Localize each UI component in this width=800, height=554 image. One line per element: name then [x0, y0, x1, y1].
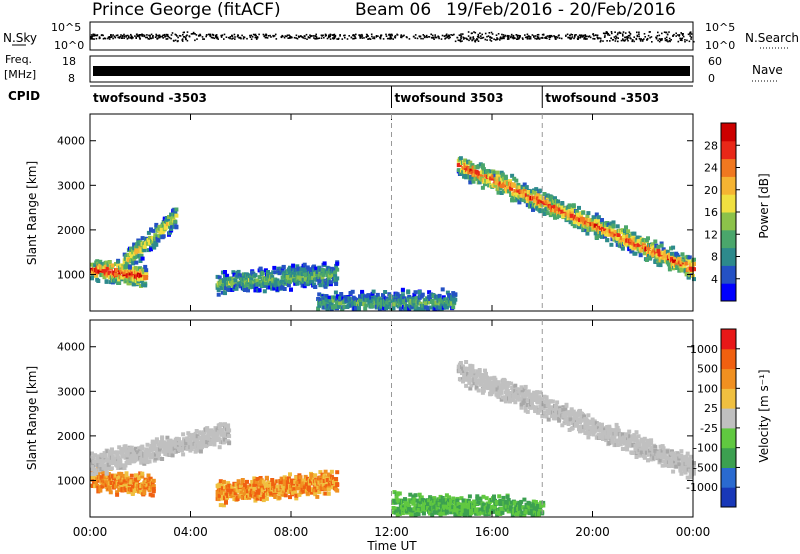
colorbar-segment: [721, 487, 736, 508]
colorbar-segment: [721, 408, 736, 429]
power-colorbar: 28 24 20 16 12 8 4: [704, 122, 740, 302]
y-tick-label: 4000: [57, 135, 85, 148]
freq-label-line1: Freq.: [5, 53, 32, 66]
colorbar-tick-label: 100: [697, 382, 718, 395]
colorbar-segment: [721, 329, 736, 350]
scatter-evening-arc: [456, 156, 696, 282]
nsky-panel: N.Sky 10^5 10^0 10^5 10^0 N.Search: [3, 21, 799, 52]
colorbar-segment: [721, 427, 736, 449]
colorbar-segment: [721, 140, 736, 160]
nave-tick-low: 0: [708, 72, 715, 85]
time-tick-label: 00:00: [676, 525, 711, 539]
y-tick-label: 3000: [57, 385, 85, 398]
colorbar-tick-label: 4: [711, 273, 718, 286]
colorbar-segment: [721, 123, 736, 142]
freq-label-line2: [MHz]: [4, 68, 36, 81]
freq-trace: [93, 66, 690, 76]
y-tick-label: 2000: [57, 430, 85, 443]
scatter-rising-arc: [122, 207, 179, 270]
power-colorbar-label: Power [dB]: [757, 173, 771, 238]
scatter-ground-scatter-arc: [90, 422, 232, 477]
nave-tick-high: 60: [708, 55, 722, 68]
nsearch-tick-low: 10^0: [705, 39, 735, 52]
time-tick-label: 00:00: [73, 525, 108, 539]
nsky-tick-high: 10^5: [51, 21, 81, 34]
cpid-segment-label: twofsound 3503: [395, 91, 504, 105]
colorbar-segment: [721, 158, 736, 177]
nsearch-label: N.Search: [745, 31, 799, 45]
freq-tick-low: 8: [68, 72, 75, 85]
colorbar-segment: [721, 283, 736, 302]
time-axis: 00:00 04:00 08:00 12:00 16:00 20:00 00:00: [73, 525, 711, 539]
power-ylabel: Slant Range [km]: [25, 161, 39, 265]
station-title: Prince George (fitACF): [92, 0, 281, 20]
y-tick-label: 3000: [57, 179, 85, 192]
y-tick-label: 2000: [57, 224, 85, 237]
colorbar-segment: [721, 467, 736, 488]
colorbar-tick-label: -500: [693, 461, 718, 474]
nsky-label: N.Sky: [3, 31, 37, 45]
colorbar-tick-label: -25: [700, 422, 718, 435]
freq-panel: Freq. [MHz] 18 8 60 0 Nave: [4, 53, 783, 85]
power-panel: 1000 2000 3000 4000 Slant Range [km] 28 24 20…: [25, 113, 771, 312]
scatter-early-band: [90, 258, 149, 288]
cpid-segment-label: twofsound -3503: [545, 91, 659, 105]
velocity-heatmap: [90, 360, 696, 517]
time-tick-label: 08:00: [274, 525, 309, 539]
colorbar-segment: [721, 212, 736, 231]
y-tick-label: 1000: [57, 474, 85, 487]
velocity-colorbar-label: Velocity [m s⁻¹]: [757, 369, 771, 462]
velocity-colorbar: 1000 500 100 25 -25 -100 -500 -1000: [686, 328, 740, 508]
colorbar-tick-label: 16: [704, 206, 718, 219]
scatter-near-range: [316, 287, 458, 311]
y-tick-label: 1000: [57, 268, 85, 281]
colorbar-tick-label: 28: [704, 139, 718, 152]
power-heatmap: [90, 156, 696, 311]
colorbar-segment: [721, 176, 736, 195]
time-tick-label: 16:00: [475, 525, 510, 539]
scatter-evening-ground-scatter: [456, 360, 696, 480]
nsearch-tick-high: 10^5: [705, 21, 735, 34]
colorbar-tick-label: 25: [704, 402, 718, 415]
colorbar-tick-label: 12: [704, 228, 718, 241]
colorbar-segment: [721, 388, 736, 409]
nsky-trace: [90, 31, 695, 43]
date-range: 19/Feb/2016 - 20/Feb/2016: [446, 0, 676, 20]
nsky-tick-low: 10^0: [54, 39, 84, 52]
colorbar-tick-label: -100: [693, 442, 718, 455]
nave-label: Nave: [752, 63, 783, 77]
velocity-panel: 1000 2000 3000 4000 Slant Range [km] 1000 50…: [25, 319, 771, 518]
y-tick-label: 4000: [57, 341, 85, 354]
colorbar-tick-label: 8: [711, 251, 718, 264]
colorbar-tick-label: -1000: [686, 481, 718, 494]
colorbar-segment: [721, 229, 736, 249]
colorbar-segment: [721, 265, 736, 284]
colorbar-segment: [721, 247, 736, 266]
time-tick-label: 04:00: [173, 525, 208, 539]
colorbar-tick-label: 24: [704, 162, 718, 175]
cpid-segment-label: twofsound -3503: [93, 91, 207, 105]
time-axis-label: Time UT: [366, 539, 417, 553]
cpid-strip: CPID twofsound -3503 twofsound 3503 twofso…: [8, 85, 693, 108]
cpid-label: CPID: [8, 89, 40, 103]
scatter-near-range-flow: [391, 490, 546, 517]
colorbar-segment: [721, 194, 736, 213]
time-tick-label: 12:00: [374, 525, 409, 539]
time-tick-label: 20:00: [575, 525, 610, 539]
colorbar-segment: [721, 447, 736, 468]
colorbar-tick-label: 20: [704, 184, 718, 197]
scatter-mid-flow: [215, 469, 340, 508]
colorbar-tick-label: 1000: [690, 343, 718, 356]
beam-label: Beam 06: [355, 0, 431, 20]
colorbar-tick-label: 500: [697, 363, 718, 376]
freq-tick-high: 18: [62, 55, 76, 68]
velocity-ylabel: Slant Range [km]: [25, 366, 39, 470]
scatter-mid-band: [215, 260, 340, 297]
colorbar-segment: [721, 348, 736, 370]
colorbar-segment: [721, 368, 736, 389]
